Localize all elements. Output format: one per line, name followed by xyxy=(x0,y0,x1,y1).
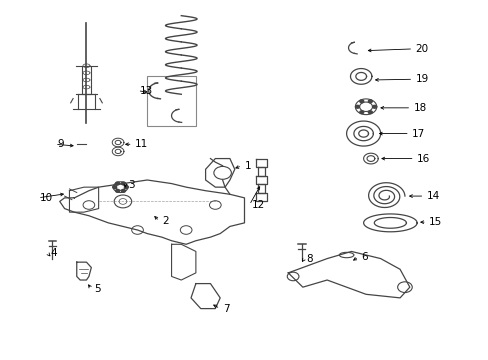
Circle shape xyxy=(367,111,371,114)
Text: 17: 17 xyxy=(411,129,425,139)
Circle shape xyxy=(116,189,119,192)
Text: 9: 9 xyxy=(57,139,64,149)
Circle shape xyxy=(113,186,116,189)
Text: 20: 20 xyxy=(415,44,428,54)
Circle shape xyxy=(116,182,119,185)
Circle shape xyxy=(359,100,363,103)
Text: 15: 15 xyxy=(428,217,442,227)
Circle shape xyxy=(359,111,363,114)
Text: 12: 12 xyxy=(251,200,264,210)
Text: 10: 10 xyxy=(40,193,53,203)
Text: 14: 14 xyxy=(426,191,439,201)
Text: 8: 8 xyxy=(306,253,313,264)
Text: 16: 16 xyxy=(416,154,429,163)
Bar xyxy=(147,76,196,126)
Text: 19: 19 xyxy=(415,74,428,84)
Text: 7: 7 xyxy=(222,303,229,314)
Circle shape xyxy=(372,105,376,108)
Circle shape xyxy=(367,100,371,103)
Circle shape xyxy=(121,182,125,185)
Bar xyxy=(82,66,91,94)
Text: 1: 1 xyxy=(244,161,251,171)
Text: 5: 5 xyxy=(94,284,100,294)
Text: 2: 2 xyxy=(162,216,168,226)
Text: 6: 6 xyxy=(361,252,367,262)
Text: 13: 13 xyxy=(140,86,153,96)
Circle shape xyxy=(121,189,125,192)
Circle shape xyxy=(124,186,128,189)
Circle shape xyxy=(355,105,359,108)
Text: 18: 18 xyxy=(413,103,426,113)
Text: 11: 11 xyxy=(135,139,148,149)
Text: 4: 4 xyxy=(50,248,57,258)
Text: 3: 3 xyxy=(127,180,134,190)
